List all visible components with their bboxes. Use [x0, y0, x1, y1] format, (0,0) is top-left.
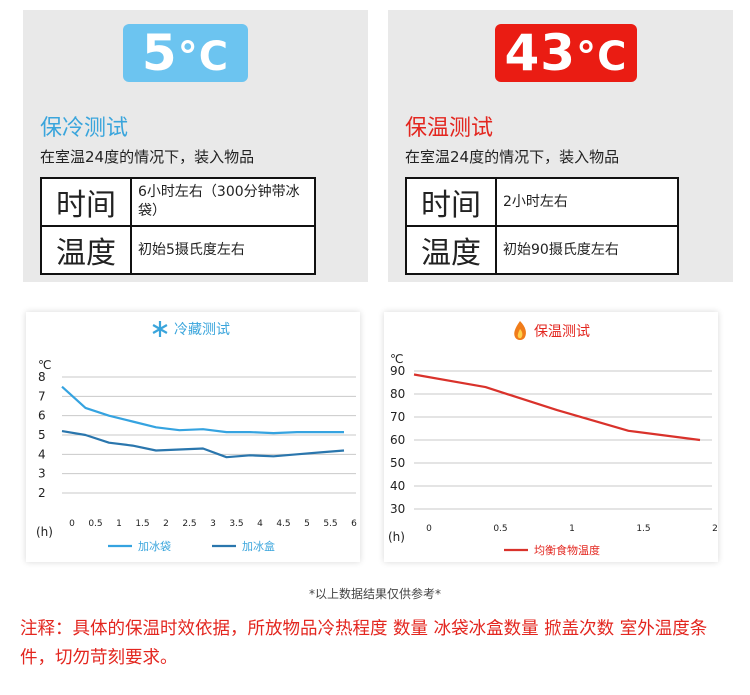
cold-info-table: 时间 6小时左右（300分钟带冰袋） 温度 初始5摄氏度左右: [40, 177, 316, 275]
snowflake-icon: [152, 321, 168, 337]
cold-time-key: 时间: [40, 177, 132, 227]
x-unit-label: (h): [36, 525, 53, 539]
cold-badge-number: 5: [141, 24, 178, 82]
warm-temperature-badge: 43°C: [495, 24, 637, 82]
annotation-note: 注释：具体的保温时效依据，所放物品冷热程度 数量 冰袋冰盒数量 掀盖次数 室外温…: [20, 619, 708, 668]
warm-chart: 保温测试 ℃ 30 40 50 60 70 80 90 (h) 0 0.5 1 1.5 2 均衡食物温度: [388, 321, 718, 557]
legend-label: 均衡食物温度: [534, 543, 600, 557]
y-tick-label: 50: [390, 456, 405, 470]
cold-chart-card: 冷藏测试 ℃ 2 3 4 5 6 7 8 (h) 0 0.5 1 1.5 2 2.5 3 3.5 4 4.5 5 5.5 6…: [26, 312, 360, 562]
chart-title: 保温测试: [534, 324, 590, 340]
cold-time-value: 6小时左右（300分钟带冰袋）: [130, 177, 316, 227]
series-line: [61, 385, 344, 435]
cold-temp-key: 温度: [40, 225, 132, 275]
table-row: 时间 6小时左右（300分钟带冰袋）: [40, 177, 316, 227]
x-tick-label: 1.5: [135, 519, 149, 529]
y-tick-label: 40: [390, 479, 405, 493]
y-tick-label: 30: [390, 502, 405, 516]
x-tick-label: 3: [210, 519, 216, 529]
warm-test-panel: 43°C 保温测试 在室温24度的情况下，装入物品 时间 2小时左右 温度 初始…: [388, 10, 733, 282]
y-tick-label: 4: [38, 447, 46, 461]
y-unit-label: ℃: [38, 358, 51, 372]
y-tick-label: 8: [38, 370, 46, 384]
cold-chart: 冷藏测试 ℃ 2 3 4 5 6 7 8 (h) 0 0.5 1 1.5 2 2.5 3 3.5 4 4.5 5 5.5 6…: [36, 321, 357, 553]
warm-panel-title: 保温测试: [405, 116, 494, 141]
footnote: *以上数据结果仅供参考*: [308, 587, 441, 601]
warm-temp-key: 温度: [405, 225, 497, 275]
warm-chart-card: 保温测试 ℃ 30 40 50 60 70 80 90 (h) 0 0.5 1 1.5 2 均衡食物温度: [384, 312, 718, 562]
y-tick-label: 90: [390, 364, 405, 378]
x-tick-label: 1: [569, 524, 575, 534]
cold-panel-description: 在室温24度的情况下，装入物品: [40, 148, 255, 166]
y-tick-label: 80: [390, 387, 405, 401]
flame-icon: [514, 321, 526, 340]
cold-test-panel: 5°C 保冷测试 在室温24度的情况下，装入物品 时间 6小时左右（300分钟带…: [23, 10, 368, 282]
legend-label: 加冰袋: [138, 539, 171, 553]
cold-panel-title: 保冷测试: [40, 116, 129, 141]
legend-label: 加冰盒: [242, 539, 275, 553]
warm-temp-value: 初始90摄氏度左右: [495, 225, 679, 275]
x-tick-label: 1.5: [636, 524, 650, 534]
x-tick-label: 4: [257, 519, 263, 529]
warm-time-key: 时间: [405, 177, 497, 227]
table-row: 温度 初始5摄氏度左右: [40, 225, 316, 275]
x-tick-label: 5.5: [323, 519, 337, 529]
x-tick-label: 2: [163, 519, 169, 529]
y-tick-label: 60: [390, 433, 405, 447]
x-tick-label: 0: [426, 524, 432, 534]
warm-time-value: 2小时左右: [495, 177, 679, 227]
x-unit-label: (h): [388, 530, 405, 544]
x-tick-label: 2: [712, 524, 718, 534]
warm-info-table: 时间 2小时左右 温度 初始90摄氏度左右: [405, 177, 679, 275]
x-tick-label: 3.5: [229, 519, 243, 529]
cold-temp-value: 初始5摄氏度左右: [130, 225, 316, 275]
series-line: [413, 373, 701, 442]
y-tick-label: 5: [38, 428, 46, 442]
x-tick-label: 5: [304, 519, 310, 529]
table-row: 时间 2小时左右: [405, 177, 679, 227]
warm-badge-number: 43: [504, 24, 577, 82]
y-tick-label: 3: [38, 467, 46, 481]
y-tick-label: 70: [390, 410, 405, 424]
x-tick-label: 2.5: [182, 519, 196, 529]
x-tick-label: 0.5: [88, 519, 102, 529]
y-unit-label: ℃: [390, 352, 403, 366]
x-tick-label: 6: [351, 519, 357, 529]
cold-badge-unit: °C: [177, 34, 230, 80]
warm-badge-unit: °C: [576, 34, 628, 80]
chart-title: 冷藏测试: [174, 322, 230, 338]
x-tick-label: 1: [116, 519, 122, 529]
x-tick-label: 4.5: [276, 519, 290, 529]
y-tick-label: 2: [38, 486, 46, 500]
warm-panel-description: 在室温24度的情况下，装入物品: [405, 148, 620, 166]
cold-temperature-badge: 5°C: [123, 24, 248, 82]
x-tick-label: 0.5: [493, 524, 507, 534]
y-tick-label: 6: [38, 409, 46, 423]
table-row: 温度 初始90摄氏度左右: [405, 225, 679, 275]
x-tick-label: 0: [69, 519, 75, 529]
y-tick-label: 7: [38, 389, 46, 403]
series-line: [61, 430, 345, 459]
